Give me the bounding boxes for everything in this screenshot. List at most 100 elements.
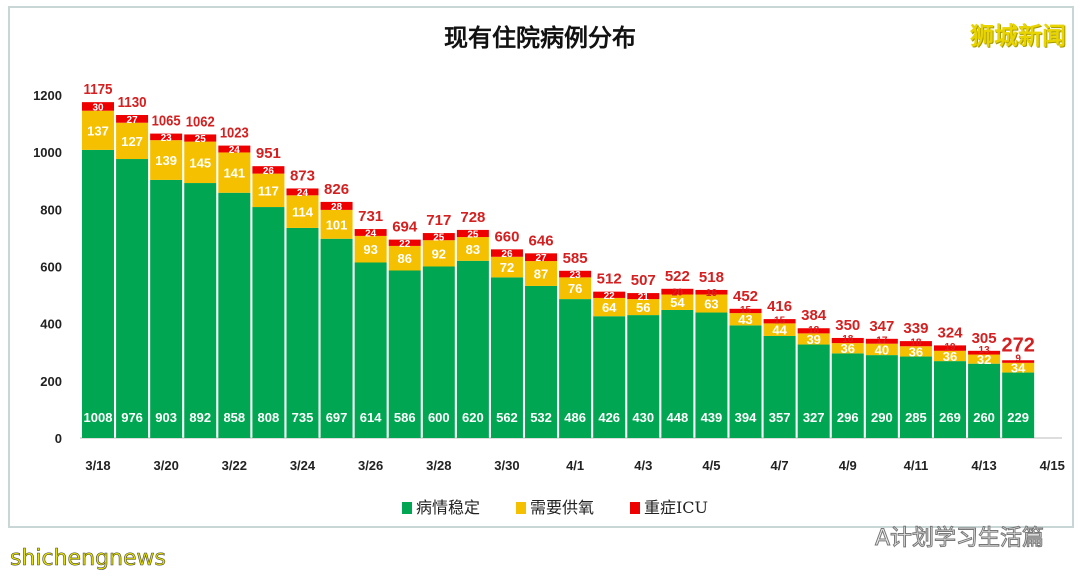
data-label-stable: 229: [1007, 410, 1029, 425]
total-label: 452: [733, 288, 758, 305]
total-label: 694: [392, 219, 418, 236]
total-label: 416: [767, 298, 792, 315]
data-label-oxygen: 141: [223, 166, 245, 181]
bar-segment-icu: [899, 341, 932, 347]
data-label-icu: 19: [944, 342, 956, 353]
bar-segment-stable: [559, 299, 592, 438]
data-label-oxygen: 139: [155, 153, 177, 168]
bar-segment-oxygen: [968, 354, 1001, 364]
data-label-oxygen: 56: [636, 300, 650, 315]
bar-segment-oxygen: [116, 122, 149, 160]
bar-segment-stable: [320, 238, 353, 438]
data-label-stable: 448: [667, 410, 689, 425]
data-label-oxygen: 86: [397, 251, 411, 266]
x-tick-label: 4/3: [634, 458, 652, 473]
data-label-oxygen: 36: [943, 349, 957, 364]
bar-segment-oxygen: [422, 240, 455, 267]
bar-segment-icu: [320, 201, 353, 210]
bar-segment-icu: [797, 328, 830, 334]
data-label-oxygen: 92: [432, 246, 446, 261]
bar-segment-stable: [729, 325, 762, 438]
bar-segment-stable: [763, 335, 796, 438]
data-label-oxygen: 63: [704, 297, 718, 312]
bar-segment-stable: [116, 159, 149, 438]
x-tick-label: 3/30: [494, 458, 519, 473]
data-label-oxygen: 43: [738, 312, 752, 327]
x-tick-label: 4/9: [839, 458, 857, 473]
bar-segment-stable: [661, 309, 694, 438]
bar-segment-icu: [422, 233, 455, 241]
data-label-oxygen: 32: [977, 352, 991, 367]
data-label-oxygen: 117: [258, 183, 279, 198]
data-label-stable: 903: [155, 410, 177, 425]
bar-segment-oxygen: [252, 173, 285, 208]
data-label-stable: 976: [121, 410, 143, 425]
x-tick-label: 3/18: [85, 458, 110, 473]
data-label-icu: 26: [501, 249, 513, 260]
data-label-icu: 26: [263, 166, 275, 177]
bar-segment-oxygen: [627, 299, 660, 316]
x-tick-label: 4/15: [1040, 458, 1065, 473]
data-label-icu: 18: [808, 325, 820, 336]
bar-segment-stable: [184, 183, 217, 438]
bar-segment-oxygen: [456, 237, 489, 261]
data-label-stable: 614: [360, 410, 382, 425]
bar-segment-icu: [456, 229, 489, 238]
bar-segment-oxygen: [184, 141, 217, 184]
total-label: 1130: [118, 94, 147, 111]
bar-segment-stable: [456, 260, 489, 438]
total-label: 951: [256, 145, 281, 162]
y-tick-label: 0: [55, 431, 62, 446]
bar-segment-icu: [354, 229, 387, 236]
data-label-stable: 600: [428, 410, 450, 425]
data-label-oxygen: 87: [534, 267, 548, 282]
bar-segment-icu: [763, 319, 796, 324]
legend-swatch: [515, 502, 526, 514]
data-label-stable: 892: [189, 410, 211, 425]
bar-segment-stable: [150, 179, 183, 438]
data-label-icu: 24: [229, 145, 241, 156]
source-text: shichengnews: [10, 546, 167, 572]
bar-segment-icu: [729, 308, 762, 314]
data-label-icu: 22: [399, 239, 411, 250]
data-label-oxygen: 76: [568, 281, 582, 296]
data-label-stable: 394: [735, 410, 757, 425]
total-label: 1065: [152, 113, 181, 130]
data-label-oxygen: 93: [363, 242, 377, 257]
y-tick-label: 400: [40, 317, 62, 332]
data-label-icu: 15: [740, 305, 752, 316]
bar-segment-stable: [797, 344, 830, 438]
bar-segment-oxygen: [934, 350, 966, 362]
bar-segment-stable: [388, 270, 421, 438]
bar-segment-stable: [82, 149, 114, 438]
legend-label: 需要供氧: [529, 498, 594, 517]
bar-segment-icu: [525, 253, 558, 262]
bar-segment-oxygen: [150, 140, 183, 180]
data-label-oxygen: 127: [121, 134, 143, 149]
bar-segment-icu: [831, 337, 864, 344]
x-tick-label: 4/5: [702, 458, 720, 473]
data-label-icu: 25: [195, 134, 207, 145]
bar-segment-oxygen: [320, 209, 353, 239]
data-label-stable: 285: [905, 410, 927, 425]
data-label-stable: 269: [939, 410, 961, 425]
total-label: 507: [631, 272, 656, 289]
data-label-icu: 28: [331, 202, 343, 213]
x-tick-label: 4/13: [971, 458, 996, 473]
data-label-icu: 22: [604, 291, 616, 302]
data-label-icu: 18: [842, 334, 854, 345]
total-label: 522: [665, 268, 690, 285]
bar-segment-stable: [593, 316, 626, 438]
data-label-stable: 858: [223, 410, 245, 425]
data-label-icu: 24: [297, 188, 309, 199]
data-label-oxygen: 101: [326, 217, 348, 232]
bar-segment-stable: [627, 315, 660, 438]
total-label: 305: [972, 330, 997, 347]
legend-swatch: [629, 502, 640, 514]
total-label: 339: [903, 320, 928, 337]
bar-segment-stable: [354, 262, 387, 438]
bar-segment-oxygen: [661, 294, 694, 310]
data-label-icu: 16: [706, 288, 718, 299]
data-label-oxygen: 54: [670, 295, 685, 310]
